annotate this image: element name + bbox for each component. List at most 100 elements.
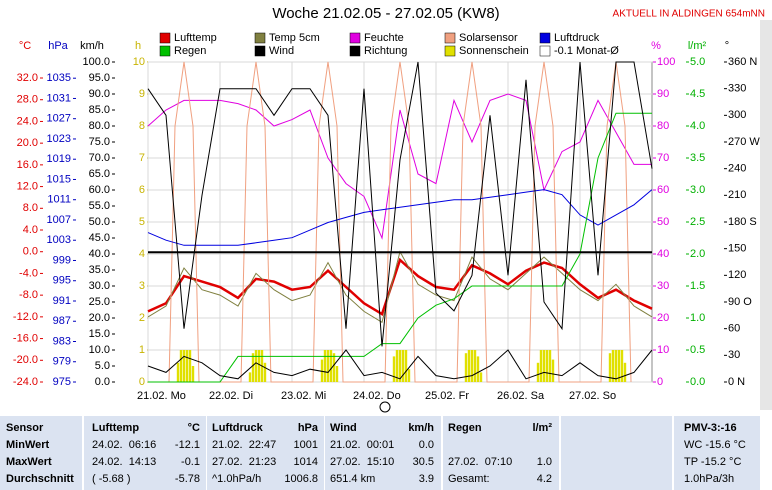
y-tick-label: 12.0 xyxy=(17,180,38,192)
legend-label: Wind xyxy=(269,45,294,57)
y-tick-label: 65.0 xyxy=(89,168,110,180)
table-cell xyxy=(0,416,82,490)
table-cell-text: 30.5 xyxy=(413,456,434,468)
y-tick-label: 1035 xyxy=(47,72,71,84)
table-cell-text: Gesamt: xyxy=(448,473,490,485)
table-cell-text: 4.2 xyxy=(537,473,552,485)
table-cell-text: 1014 xyxy=(294,456,318,468)
y-tick-label: 75.0 xyxy=(89,136,110,148)
y-tick-label: 20 xyxy=(657,312,669,324)
y-tick-label: 150 xyxy=(728,243,746,255)
table-cell-text: 1006.8 xyxy=(284,473,318,485)
bar xyxy=(263,362,267,382)
bar xyxy=(479,372,483,382)
legend-swatch xyxy=(444,45,456,57)
y-tick-label: 9 xyxy=(139,88,145,100)
y-tick-label: 5 xyxy=(139,216,145,228)
y-tick-label: 983 xyxy=(53,335,71,347)
y-tick-label: 0.0 xyxy=(95,376,110,388)
y-tick-label: 4 xyxy=(139,248,145,260)
y-tick-label: 360 N xyxy=(728,56,757,68)
bar xyxy=(545,350,549,382)
y-tick-label: 1019 xyxy=(47,153,71,165)
table-cell-text: ( -5.68 ) xyxy=(92,473,131,485)
bar xyxy=(401,350,405,382)
y-tick-label: 1 xyxy=(139,344,145,356)
bar xyxy=(335,366,339,382)
scrollbar[interactable] xyxy=(760,20,772,410)
y-tick-label: -4.0 xyxy=(19,267,38,279)
bar xyxy=(542,350,546,382)
y-tick-label: 85.0 xyxy=(89,104,110,116)
y-tick-label: 35.0 xyxy=(89,264,110,276)
table-cell xyxy=(325,416,441,490)
bar xyxy=(476,356,480,382)
y-tick-label: 991 xyxy=(53,295,71,307)
bar xyxy=(548,350,552,382)
bar xyxy=(248,372,252,382)
y-tick-label: 30 xyxy=(728,349,740,361)
legend-swatch xyxy=(254,32,266,44)
axis-unit: % xyxy=(651,40,661,52)
bar xyxy=(326,350,330,382)
table-cell-text: 651.4 km xyxy=(330,473,375,485)
y-tick-label: 1011 xyxy=(47,194,71,206)
bar xyxy=(182,350,186,382)
bar xyxy=(395,350,399,382)
bar xyxy=(176,362,180,382)
axis-unit: h xyxy=(135,40,141,52)
series-line xyxy=(147,189,653,246)
row-label: Durchschnitt xyxy=(6,473,74,485)
table-cell xyxy=(207,416,324,490)
x-tick-label: 27.02. So xyxy=(569,390,616,402)
series-line xyxy=(147,93,652,240)
y-tick-label: 270 W xyxy=(728,136,760,148)
table-cell-text: 1.0 xyxy=(537,456,552,468)
y-tick-label: 6 xyxy=(139,184,145,196)
y-tick-label: 80 xyxy=(657,120,669,132)
y-tick-label: 60 xyxy=(657,184,669,196)
table-header: Sensor xyxy=(6,422,44,434)
table-cell-text: WC -15.6 °C xyxy=(684,439,746,451)
y-tick-label: 240 xyxy=(728,163,746,175)
y-tick-label: 1007 xyxy=(47,214,71,226)
y-tick-label: 40 xyxy=(657,248,669,260)
slider-handle[interactable] xyxy=(379,401,391,413)
y-tick-label: 1.0 xyxy=(690,312,705,324)
y-tick-label: 1031 xyxy=(47,92,71,104)
x-tick-label: 22.02. Di xyxy=(209,390,253,402)
y-tick-label: 10 xyxy=(657,344,669,356)
y-tick-label: 0 N xyxy=(728,376,745,388)
x-tick-label: 25.02. Fr xyxy=(425,390,469,402)
table-cell-text: ^1.0hPa/h xyxy=(212,473,261,485)
y-tick-label: 2 xyxy=(139,312,145,324)
legend-label: Luftdruck xyxy=(554,32,600,44)
bar xyxy=(332,353,336,382)
table-cell-text: -12.1 xyxy=(175,439,200,451)
y-tick-label: 210 xyxy=(728,189,746,201)
legend-swatch xyxy=(539,32,551,44)
table-cell-text: 0.0 xyxy=(419,439,434,451)
y-tick-label: 55.0 xyxy=(89,200,110,212)
series-line xyxy=(147,349,653,380)
table-cell xyxy=(84,416,206,490)
y-tick-label: 999 xyxy=(53,254,71,266)
legend-label: -0.1 Monat-Ø xyxy=(554,45,619,57)
table-header: Regen xyxy=(448,422,482,434)
y-tick-label: -16.0 xyxy=(13,332,38,344)
table-cell-text: 21.02. 22:47 xyxy=(212,439,276,451)
y-tick-label: 80.0 xyxy=(89,120,110,132)
table-header: hPa xyxy=(298,422,319,434)
y-tick-label: 5.0 xyxy=(690,56,705,68)
y-tick-label: 4.0 xyxy=(23,224,38,236)
legend-label: Feuchte xyxy=(364,32,404,44)
bar xyxy=(191,366,195,382)
bar xyxy=(464,353,468,382)
table-cell xyxy=(561,416,672,490)
bar xyxy=(536,362,540,382)
y-tick-label: 2.5 xyxy=(690,216,705,228)
y-tick-label: 0.0 xyxy=(23,246,38,258)
legend-label: Lufttemp xyxy=(174,32,217,44)
bar xyxy=(617,350,621,382)
